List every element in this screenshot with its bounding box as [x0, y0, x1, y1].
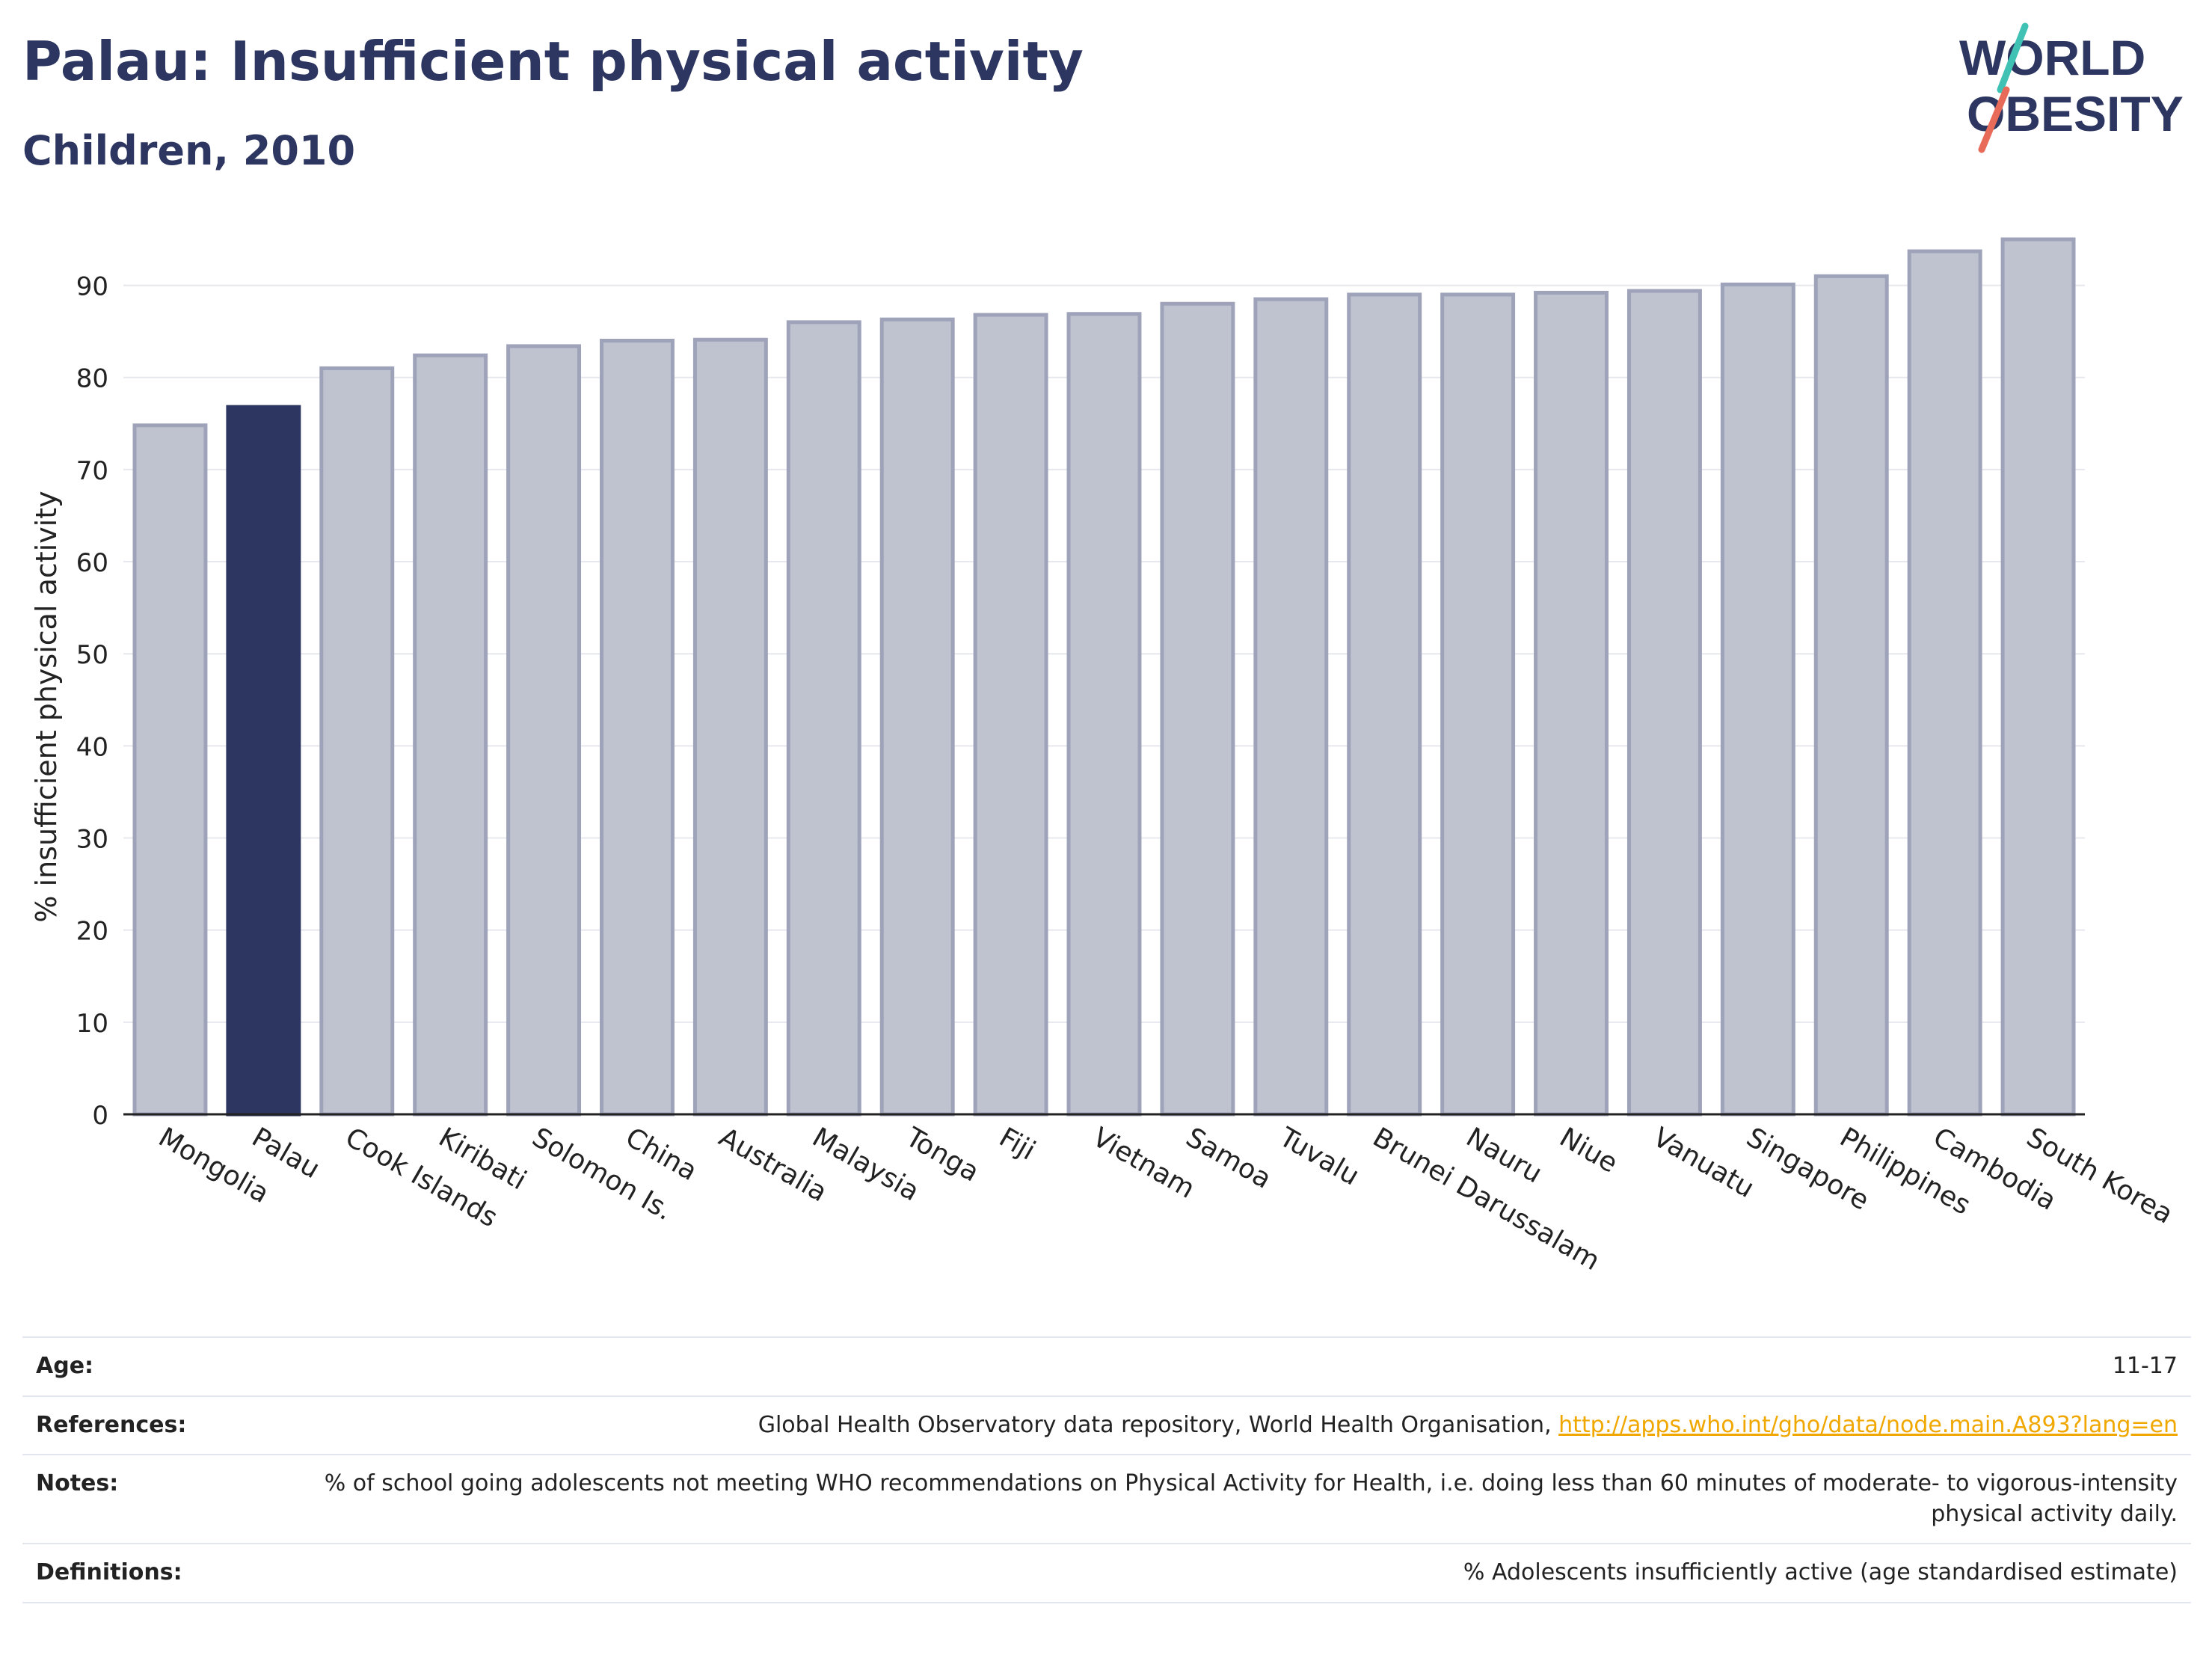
age-label: Age:	[36, 1353, 94, 1379]
references-text: Global Health Observatory data repositor…	[758, 1411, 1559, 1438]
logo-coral-slash	[1978, 86, 2010, 153]
bar-tonga	[879, 317, 955, 1117]
bar-vanuatu	[1626, 289, 1702, 1117]
references-value: Global Health Observatory data repositor…	[244, 1396, 2191, 1455]
x-tick-label: Niue	[1555, 1122, 1623, 1179]
bar-palau	[226, 405, 301, 1117]
bar-malaysia	[786, 320, 861, 1117]
bar-south-korea	[2000, 237, 2076, 1117]
info-row-definitions: Definitions: % Adolescents insufficientl…	[22, 1544, 2191, 1603]
bar-vietnam	[1066, 312, 1142, 1117]
bar-kiribati	[413, 353, 488, 1117]
bar-niue	[1534, 290, 1609, 1117]
bar-australia	[692, 337, 768, 1117]
x-tick-label: Tuvalu	[1274, 1122, 1364, 1192]
bar-solomon-is-	[506, 344, 582, 1117]
info-row-age: Age: 11-17	[22, 1337, 2191, 1396]
y-tick-label: 50	[76, 640, 108, 670]
page-subtitle: Children, 2010	[22, 127, 356, 174]
bar-cook-islands	[319, 366, 395, 1117]
y-tick-label: 70	[76, 456, 108, 486]
bar-brunei-darussalam	[1347, 292, 1422, 1117]
bar-nauru	[1440, 292, 1516, 1117]
page-title: Palau: Insufficient physical activity	[22, 30, 1084, 93]
info-row-references: References: Global Health Observatory da…	[22, 1395, 2191, 1455]
references-link[interactable]: http://apps.who.int/gho/data/node.main.A…	[1558, 1411, 2178, 1438]
x-tick-label: Vietnam	[1087, 1122, 1199, 1205]
bar-tuvalu	[1253, 297, 1329, 1117]
y-tick-label: 40	[76, 732, 108, 762]
y-tick-label: 0	[92, 1101, 108, 1131]
y-tick-label: 80	[76, 364, 108, 394]
bar-mongolia	[132, 423, 208, 1117]
y-axis-ticks: 0 10 20 30 40 50 60 70 80 90	[76, 272, 108, 1131]
y-tick-label: 90	[76, 272, 108, 302]
age-value: 11-17	[2112, 1353, 2178, 1379]
y-tick-label: 60	[76, 548, 108, 578]
world-obesity-logo: WORLD OBESITY	[1959, 22, 2184, 153]
bar-cambodia	[1907, 249, 1982, 1117]
logo-teal-slash	[1997, 22, 2029, 93]
definitions-label: Definitions:	[36, 1559, 182, 1585]
y-tick-label: 20	[76, 917, 108, 947]
logo-word-world: WORLD	[1959, 30, 2145, 85]
bar-philippines	[1813, 274, 1889, 1117]
bars	[132, 237, 2076, 1117]
bar-china	[600, 338, 675, 1117]
bar-fiji	[973, 313, 1048, 1117]
definitions-value: % Adolescents insufficiently active (age…	[1463, 1559, 2178, 1585]
y-tick-label: 10	[76, 1009, 108, 1039]
y-tick-label: 30	[76, 825, 108, 855]
bar-samoa	[1160, 301, 1235, 1117]
references-label: References:	[36, 1411, 187, 1438]
y-axis-label: % insufficient physical activity	[30, 491, 63, 922]
notes-label: Notes:	[36, 1470, 119, 1496]
info-row-notes: Notes: % of school going adolescents not…	[22, 1455, 2191, 1544]
info-table: Age: 11-17 References: Global Health Obs…	[22, 1336, 2191, 1603]
x-tick-label: Fiji	[994, 1122, 1040, 1167]
bar-singapore	[1720, 282, 1795, 1117]
x-tick-label: Vanuatu	[1647, 1122, 1759, 1204]
notes-value: % of school going adolescents not meetin…	[324, 1470, 2178, 1527]
x-tick-label: Malaysia	[807, 1122, 924, 1207]
